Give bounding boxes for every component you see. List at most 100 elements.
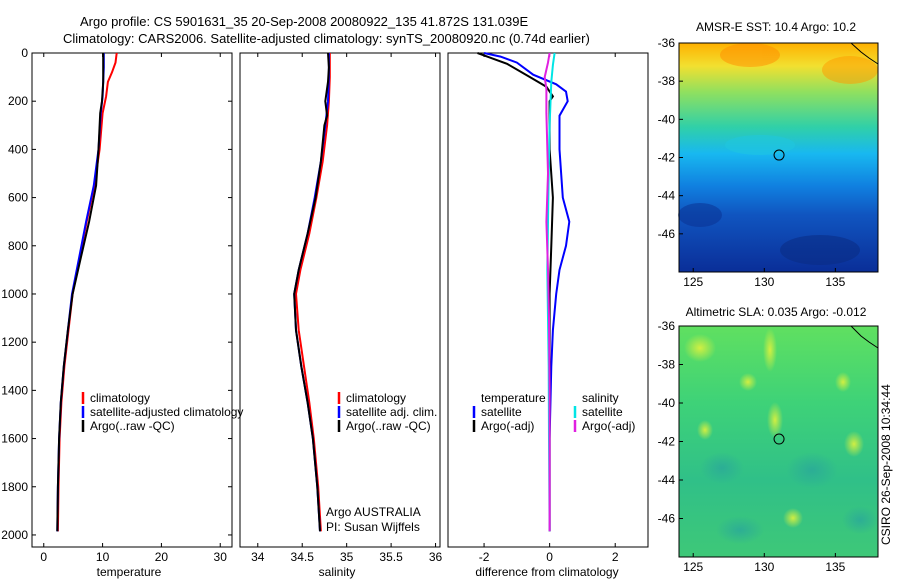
sla-high-patch bbox=[697, 420, 713, 440]
legend-title-salinity: salinity bbox=[582, 391, 619, 405]
sla-low-patch bbox=[786, 452, 838, 488]
sla-high-patch bbox=[844, 431, 864, 457]
sla-map-x-tick-label: 130 bbox=[754, 560, 774, 574]
temperature-y-tick-label: 1200 bbox=[1, 335, 28, 349]
sst-map-y-tick-label: -42 bbox=[658, 151, 676, 165]
salinity-x-tick-label: 34 bbox=[251, 550, 265, 564]
salinity-legend: climatology satellite adj. clim. Argo(..… bbox=[337, 391, 437, 433]
sla-low-patch bbox=[716, 516, 764, 544]
sla-map-x-tick-label: 135 bbox=[825, 560, 845, 574]
temperature-x-tick-label: 0 bbox=[40, 550, 47, 564]
sst-map-y-tick-label: -38 bbox=[658, 74, 676, 88]
sla-low-patch bbox=[700, 452, 744, 484]
temperature-series-line bbox=[56, 53, 105, 532]
salinity-x-tick-label: 36 bbox=[429, 550, 443, 564]
figure-title-line1: Argo profile: CS 5901631_35 20-Sep-2008 … bbox=[80, 14, 528, 29]
temperature-x-label: temperature bbox=[97, 565, 162, 579]
sst-map-x-tick-label: 135 bbox=[825, 275, 845, 289]
sla-high-patch bbox=[783, 508, 803, 528]
difference-x-tick-label: 2 bbox=[612, 550, 619, 564]
difference-x-label: difference from climatology bbox=[475, 565, 618, 579]
temperature-y-tick-label: 1400 bbox=[1, 383, 28, 397]
sla-map-y-tick-label: -42 bbox=[658, 435, 676, 449]
legend-label-salinity-satellite: satellite bbox=[582, 405, 623, 419]
sst-warm-patch bbox=[822, 56, 878, 84]
temperature-y-tick-label: 0 bbox=[21, 46, 28, 60]
sst-map-y-tick-label: -46 bbox=[658, 227, 676, 241]
difference-x-tick-label: -2 bbox=[479, 550, 490, 564]
sst-map-profile-marker bbox=[773, 149, 785, 161]
legend-label-argo: Argo(..raw -QC) bbox=[90, 419, 175, 433]
sla-map-x-tick-label: 125 bbox=[683, 560, 703, 574]
temperature-y-tick-label: 2000 bbox=[1, 528, 28, 542]
temperature-x-tick-label: 10 bbox=[96, 550, 110, 564]
temperature-y-tick-label: 1800 bbox=[1, 480, 28, 494]
sst-map-x-tick-label: 125 bbox=[683, 275, 703, 289]
temperature-x-tick-label: 30 bbox=[214, 550, 228, 564]
sla-map-y-tick-label: -44 bbox=[658, 473, 676, 487]
salinity-x-tick-label: 35 bbox=[340, 550, 354, 564]
sst-map-x-tick-label: 130 bbox=[754, 275, 774, 289]
figure-title-line2: Climatology: CARS2006. Satellite-adjuste… bbox=[63, 31, 590, 46]
difference-series-line bbox=[543, 52, 551, 532]
sst-cold-patch bbox=[678, 203, 722, 227]
sla-map-y-tick-label: -38 bbox=[658, 358, 676, 372]
difference-x-tick-label: 0 bbox=[546, 550, 553, 564]
sla-high-patch bbox=[763, 328, 777, 372]
temperature-y-tick-label: 800 bbox=[8, 239, 28, 253]
sst-cold-patch bbox=[780, 235, 860, 265]
sla-high-patch bbox=[835, 372, 851, 392]
sla-high-patch bbox=[739, 373, 757, 391]
sst-map-title: AMSR-E SST: 10.4 Argo: 10.2 bbox=[696, 20, 856, 34]
temperature-panel: 0 200 400 600 800 1000 1200 1400 1600 1800 2000 0 10… bbox=[1, 46, 243, 579]
sla-map-y-tick-label: -46 bbox=[658, 512, 676, 526]
sst-warm-patch bbox=[720, 43, 780, 67]
sla-map-y-tick-label: -40 bbox=[658, 396, 676, 410]
difference-panel: -2 0 2 difference from climatology tempera… bbox=[447, 52, 649, 579]
sla-high-patch bbox=[684, 334, 716, 362]
salinity-x-tick-label: 35.5 bbox=[379, 550, 403, 564]
sst-mid-patch bbox=[725, 135, 795, 155]
sst-map-panel: AMSR-E SST: 10.4 Argo: 10.2 -36 -38 -40 -42… bbox=[658, 20, 879, 289]
sst-map-y-tick-label: -44 bbox=[658, 189, 676, 203]
pi-text: PI: Susan Wijffels bbox=[326, 520, 420, 534]
legend-label-satellite: satellite adj. clim. bbox=[346, 405, 437, 419]
legend-label-temperature-argo: Argo(-adj) bbox=[481, 419, 534, 433]
difference-series-line bbox=[477, 52, 555, 532]
sla-map-panel: Altimetric SLA: 0.035 Argo: -0.012 -36 -3… bbox=[658, 305, 879, 574]
difference-axes-frame bbox=[447, 52, 649, 548]
legend-title-temperature: temperature bbox=[481, 391, 546, 405]
difference-legend: temperature satellite Argo(-adj) salinit… bbox=[472, 391, 635, 433]
sst-map-y-tick-label: -36 bbox=[658, 36, 676, 50]
sla-high-patch bbox=[767, 402, 783, 438]
salinity-panel: 34 34.5 35 35.5 36 salinity climatology sate… bbox=[239, 52, 443, 579]
temperature-axes-frame bbox=[31, 52, 233, 548]
legend-label-temperature-satellite: satellite bbox=[481, 405, 522, 419]
salinity-series-line bbox=[294, 53, 331, 532]
temperature-series-line bbox=[56, 53, 105, 532]
temperature-y-tick-label: 400 bbox=[8, 142, 28, 156]
difference-series-line bbox=[483, 52, 571, 532]
temperature-x-tick-label: 20 bbox=[155, 550, 169, 564]
legend-label-climatology: climatology bbox=[90, 391, 150, 405]
temperature-legend: climatology satellite-adjusted climatolo… bbox=[81, 391, 243, 433]
sla-map-texture bbox=[684, 328, 878, 544]
salinity-series-line bbox=[293, 52, 330, 532]
legend-label-salinity-argo: Argo(-adj) bbox=[582, 419, 635, 433]
temperature-y-tick-label: 1000 bbox=[1, 287, 28, 301]
sst-map-y-tick-label: -40 bbox=[658, 112, 676, 126]
temperature-y-tick-label: 600 bbox=[8, 191, 28, 205]
legend-label-satellite: satellite-adjusted climatology bbox=[90, 405, 243, 419]
temperature-series-line bbox=[56, 52, 118, 532]
salinity-x-tick-label: 34.5 bbox=[291, 550, 315, 564]
sla-low-patch bbox=[842, 506, 878, 534]
salinity-axes-frame bbox=[239, 52, 441, 548]
temperature-y-tick-label: 200 bbox=[8, 94, 28, 108]
salinity-x-label: salinity bbox=[319, 565, 356, 579]
sla-map-profile-marker bbox=[773, 433, 785, 445]
sla-map-y-tick-label: -36 bbox=[658, 319, 676, 333]
legend-label-argo: Argo(..raw -QC) bbox=[346, 419, 431, 433]
timestamp-text: CSIRO 26-Sep-2008 10:34:44 bbox=[879, 384, 893, 545]
credit-text: Argo AUSTRALIA bbox=[326, 505, 421, 519]
